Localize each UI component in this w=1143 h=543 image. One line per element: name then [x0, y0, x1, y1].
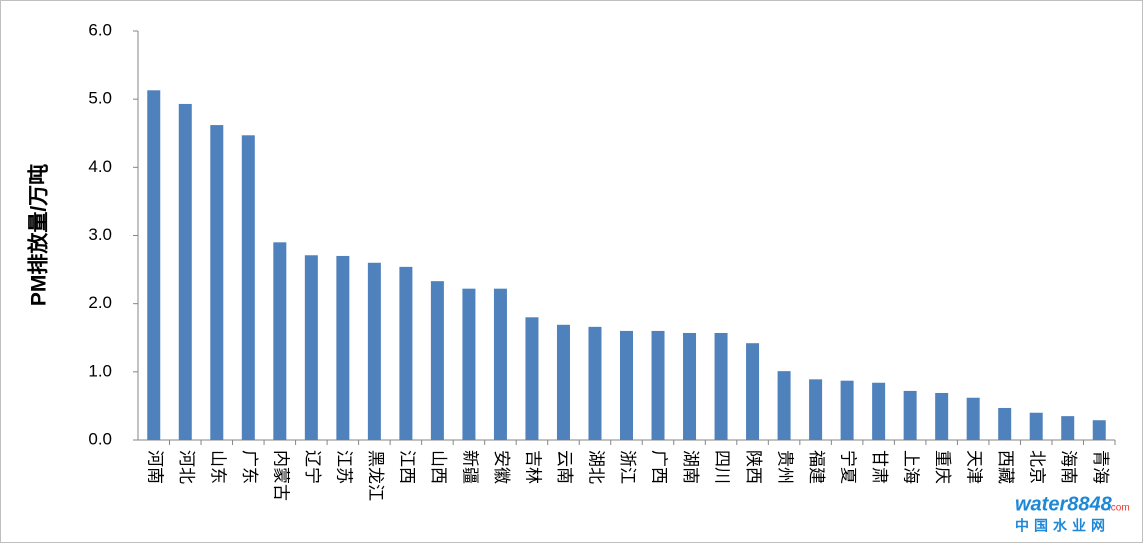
x-tick-label: 湖南 — [681, 450, 700, 484]
watermark-brand: water8848 — [1015, 493, 1113, 515]
bar — [525, 317, 539, 440]
x-tick-label: 甘肃 — [870, 450, 889, 484]
bar — [683, 332, 697, 440]
bar — [210, 125, 224, 440]
x-tick-label: 浙江 — [618, 450, 637, 484]
x-tick-label: 河北 — [177, 450, 196, 484]
bar — [399, 266, 413, 440]
bar — [998, 407, 1012, 440]
bar — [777, 371, 791, 440]
x-tick-label: 山西 — [429, 450, 448, 484]
bar — [178, 103, 192, 441]
bar — [336, 255, 350, 440]
y-tick-label: 1.0 — [88, 361, 112, 380]
bar — [840, 380, 854, 440]
x-tick-label: 安徽 — [492, 450, 511, 484]
x-tick-label: 新疆 — [460, 450, 479, 484]
y-axis-title: PM排放量/万吨 — [27, 164, 51, 306]
bar — [304, 255, 318, 440]
x-tick-label: 云南 — [555, 450, 574, 484]
x-tick-label: 上海 — [902, 450, 921, 484]
y-tick-label: 2.0 — [88, 293, 112, 312]
bar — [430, 281, 444, 440]
bar — [367, 262, 381, 440]
x-tick-label: 西藏 — [996, 450, 1015, 484]
bar — [1061, 416, 1075, 440]
bar — [273, 242, 287, 440]
y-tick-label: 4.0 — [88, 157, 112, 176]
bar — [1092, 420, 1106, 440]
x-tick-label: 山东 — [208, 450, 227, 484]
bar — [872, 382, 886, 440]
x-tick-label: 河南 — [145, 450, 164, 484]
bar — [462, 288, 476, 440]
x-tick-label: 四川 — [713, 450, 732, 484]
y-tick-label: 6.0 — [88, 20, 112, 39]
bar — [147, 90, 161, 441]
x-tick-label: 广东 — [240, 450, 259, 484]
x-tick-label: 湖北 — [586, 450, 605, 484]
x-tick-label: 福建 — [807, 450, 826, 484]
bar — [1029, 412, 1043, 440]
bar — [493, 288, 507, 440]
x-tick-label: 广西 — [650, 450, 669, 484]
x-tick-label: 内蒙古 — [271, 450, 290, 501]
x-tick-label: 青海 — [1091, 450, 1110, 484]
y-tick-label: 3.0 — [88, 225, 112, 244]
bar — [746, 343, 760, 440]
bar — [714, 332, 728, 440]
watermark-domain: .com — [1108, 503, 1130, 514]
x-tick-label: 天津 — [965, 450, 984, 484]
x-tick-label: 陕西 — [744, 450, 763, 484]
x-tick-label: 重庆 — [933, 450, 952, 484]
bar — [556, 324, 570, 440]
x-tick-label: 江西 — [397, 450, 416, 484]
x-tick-label: 宁夏 — [839, 450, 858, 484]
bar — [966, 397, 980, 440]
bar — [620, 330, 633, 440]
bar — [935, 392, 949, 440]
bar — [588, 326, 602, 440]
x-tick-label: 辽宁 — [303, 450, 322, 484]
x-tick-label: 海南 — [1059, 450, 1078, 484]
y-tick-label: 5.0 — [88, 89, 112, 108]
x-tick-label: 北京 — [1028, 450, 1047, 484]
bar — [809, 379, 823, 440]
bar — [651, 330, 665, 440]
x-tick-label: 贵州 — [776, 450, 795, 484]
x-tick-label: 吉林 — [523, 450, 542, 484]
x-tick-label: 江苏 — [334, 450, 353, 484]
watermark-site: 中国水业网 — [1015, 518, 1110, 534]
bar — [903, 390, 917, 440]
x-tick-label: 黑龙江 — [366, 450, 385, 501]
bar — [241, 135, 255, 441]
y-tick-label: 0.0 — [88, 429, 112, 448]
